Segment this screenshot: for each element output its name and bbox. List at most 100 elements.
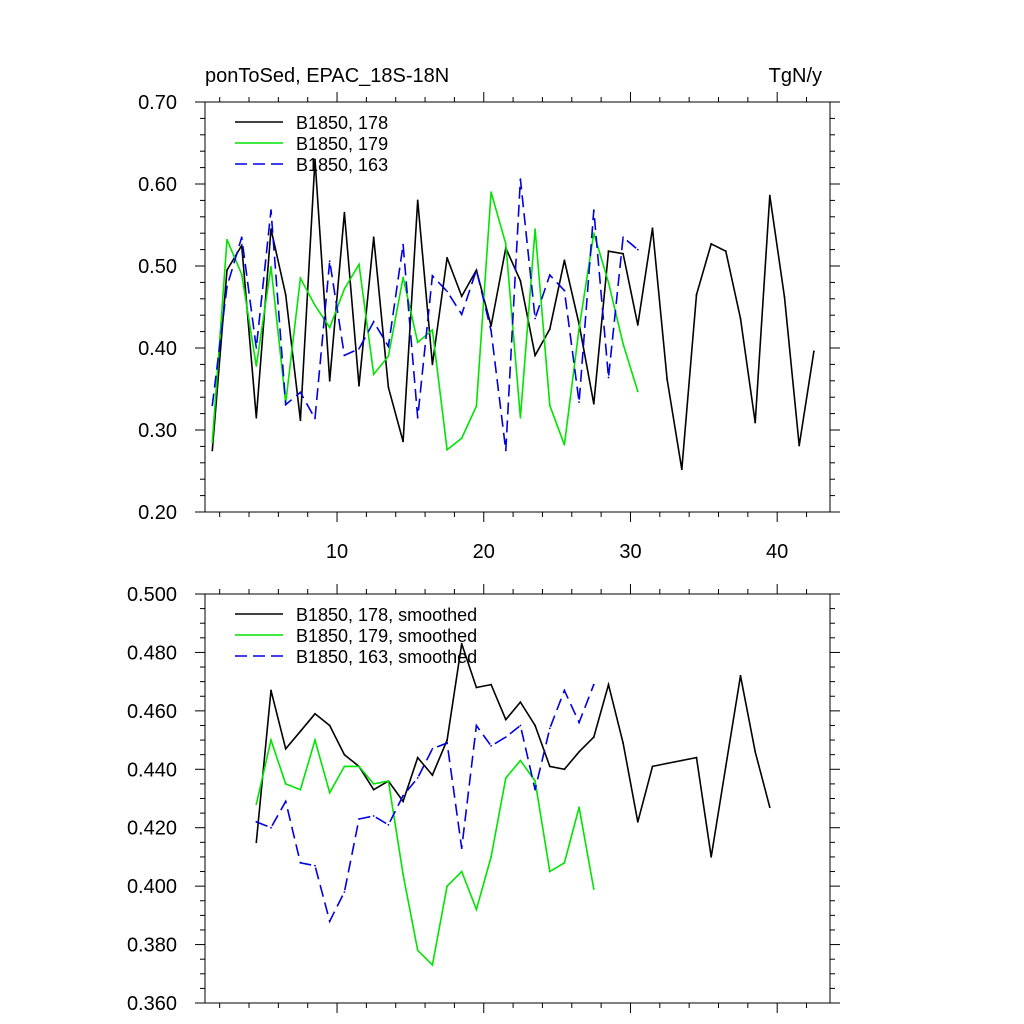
series-line xyxy=(211,179,639,451)
data-point xyxy=(651,227,654,230)
data-point xyxy=(314,417,316,420)
data-point xyxy=(548,274,551,276)
data-point xyxy=(578,806,580,809)
data-point xyxy=(548,765,551,768)
data-point xyxy=(563,289,566,292)
data-point xyxy=(622,236,624,239)
data-point xyxy=(270,826,272,829)
data-point xyxy=(446,742,448,744)
legend-label: B1850, 163, smoothed xyxy=(296,647,477,667)
data-point xyxy=(211,449,214,452)
y-tick-label: 0.70 xyxy=(138,92,177,114)
y-tick-label: 0.60 xyxy=(138,174,177,196)
data-point xyxy=(695,756,698,759)
series-3 xyxy=(211,178,639,452)
data-point xyxy=(387,355,390,358)
data-point xyxy=(504,243,507,245)
data-point xyxy=(578,750,580,753)
y-tick-label: 0.50 xyxy=(138,256,177,278)
data-point xyxy=(343,753,346,756)
data-point xyxy=(270,739,272,741)
data-point xyxy=(754,750,757,753)
data-point xyxy=(680,759,683,762)
legend-label: B1850, 178, smoothed xyxy=(296,605,477,625)
data-point xyxy=(372,788,375,791)
data-point xyxy=(299,391,302,394)
data-point xyxy=(710,856,713,858)
data-point xyxy=(724,765,727,768)
data-point xyxy=(519,279,522,282)
chart-panel-2: 0.360 0.380 0.400 0.420 0.440 0.460 0.480 0.500… xyxy=(127,584,840,1015)
chart-title-left: ponToSed, EPAC_18S-18N xyxy=(205,65,449,87)
data-point xyxy=(739,674,742,677)
data-point xyxy=(284,747,287,750)
data-point xyxy=(416,949,419,952)
data-point xyxy=(328,326,331,329)
data-point xyxy=(328,920,331,923)
data-point xyxy=(255,803,258,806)
data-point xyxy=(519,416,522,419)
data-point xyxy=(358,347,360,350)
data-point xyxy=(548,727,551,730)
data-point xyxy=(314,712,316,715)
data-point xyxy=(695,293,698,296)
series-line xyxy=(211,159,815,470)
data-point xyxy=(270,228,272,231)
data-point xyxy=(299,277,302,280)
data-point xyxy=(490,191,492,194)
data-point xyxy=(607,376,610,379)
y-tick-label: 0.30 xyxy=(138,420,177,442)
series-1 xyxy=(211,158,815,471)
y-tick-label: 0.380 xyxy=(127,935,177,957)
data-point xyxy=(284,293,287,296)
data-point xyxy=(490,329,492,332)
series-3 xyxy=(255,683,595,924)
data-point xyxy=(475,908,478,911)
data-point xyxy=(563,768,566,771)
data-point xyxy=(622,252,624,255)
data-point xyxy=(402,873,404,876)
series-line xyxy=(255,643,771,858)
data-point xyxy=(563,443,566,446)
data-point xyxy=(519,759,522,762)
data-point xyxy=(490,745,492,747)
data-point xyxy=(416,199,419,202)
y-tick-label: 0.40 xyxy=(138,338,177,360)
data-point xyxy=(270,265,272,268)
data-point xyxy=(768,194,771,197)
x-tick-label: 10 xyxy=(326,541,348,563)
data-point xyxy=(475,724,478,727)
data-point xyxy=(372,783,375,785)
data-point xyxy=(519,701,522,703)
data-point xyxy=(504,449,507,452)
data-point xyxy=(372,373,375,376)
y-tick-label: 0.460 xyxy=(127,701,177,723)
series-1 xyxy=(255,642,771,858)
data-point xyxy=(255,347,258,349)
data-point xyxy=(402,800,404,803)
data-point xyxy=(504,736,507,738)
series-line xyxy=(256,684,595,924)
data-point xyxy=(358,384,360,387)
data-point xyxy=(358,765,360,768)
y-tick-label: 0.400 xyxy=(127,876,177,898)
series-line xyxy=(255,737,595,967)
data-point xyxy=(314,304,316,307)
data-point xyxy=(255,821,258,823)
data-point xyxy=(343,211,346,214)
data-point xyxy=(343,288,346,290)
data-point xyxy=(768,806,771,809)
data-point xyxy=(724,250,727,253)
x-tick-label: 20 xyxy=(473,541,495,563)
data-point xyxy=(255,416,258,419)
data-point xyxy=(402,440,404,443)
chart-title-right: TgN/y xyxy=(769,65,822,87)
legend-label: B1850, 178 xyxy=(296,113,388,133)
data-point xyxy=(284,783,287,785)
data-point xyxy=(446,885,448,887)
data-point xyxy=(519,178,522,181)
data-point xyxy=(446,448,448,451)
data-point xyxy=(328,379,331,382)
legend-label: B1850, 163 xyxy=(296,155,388,175)
data-point xyxy=(402,794,404,797)
